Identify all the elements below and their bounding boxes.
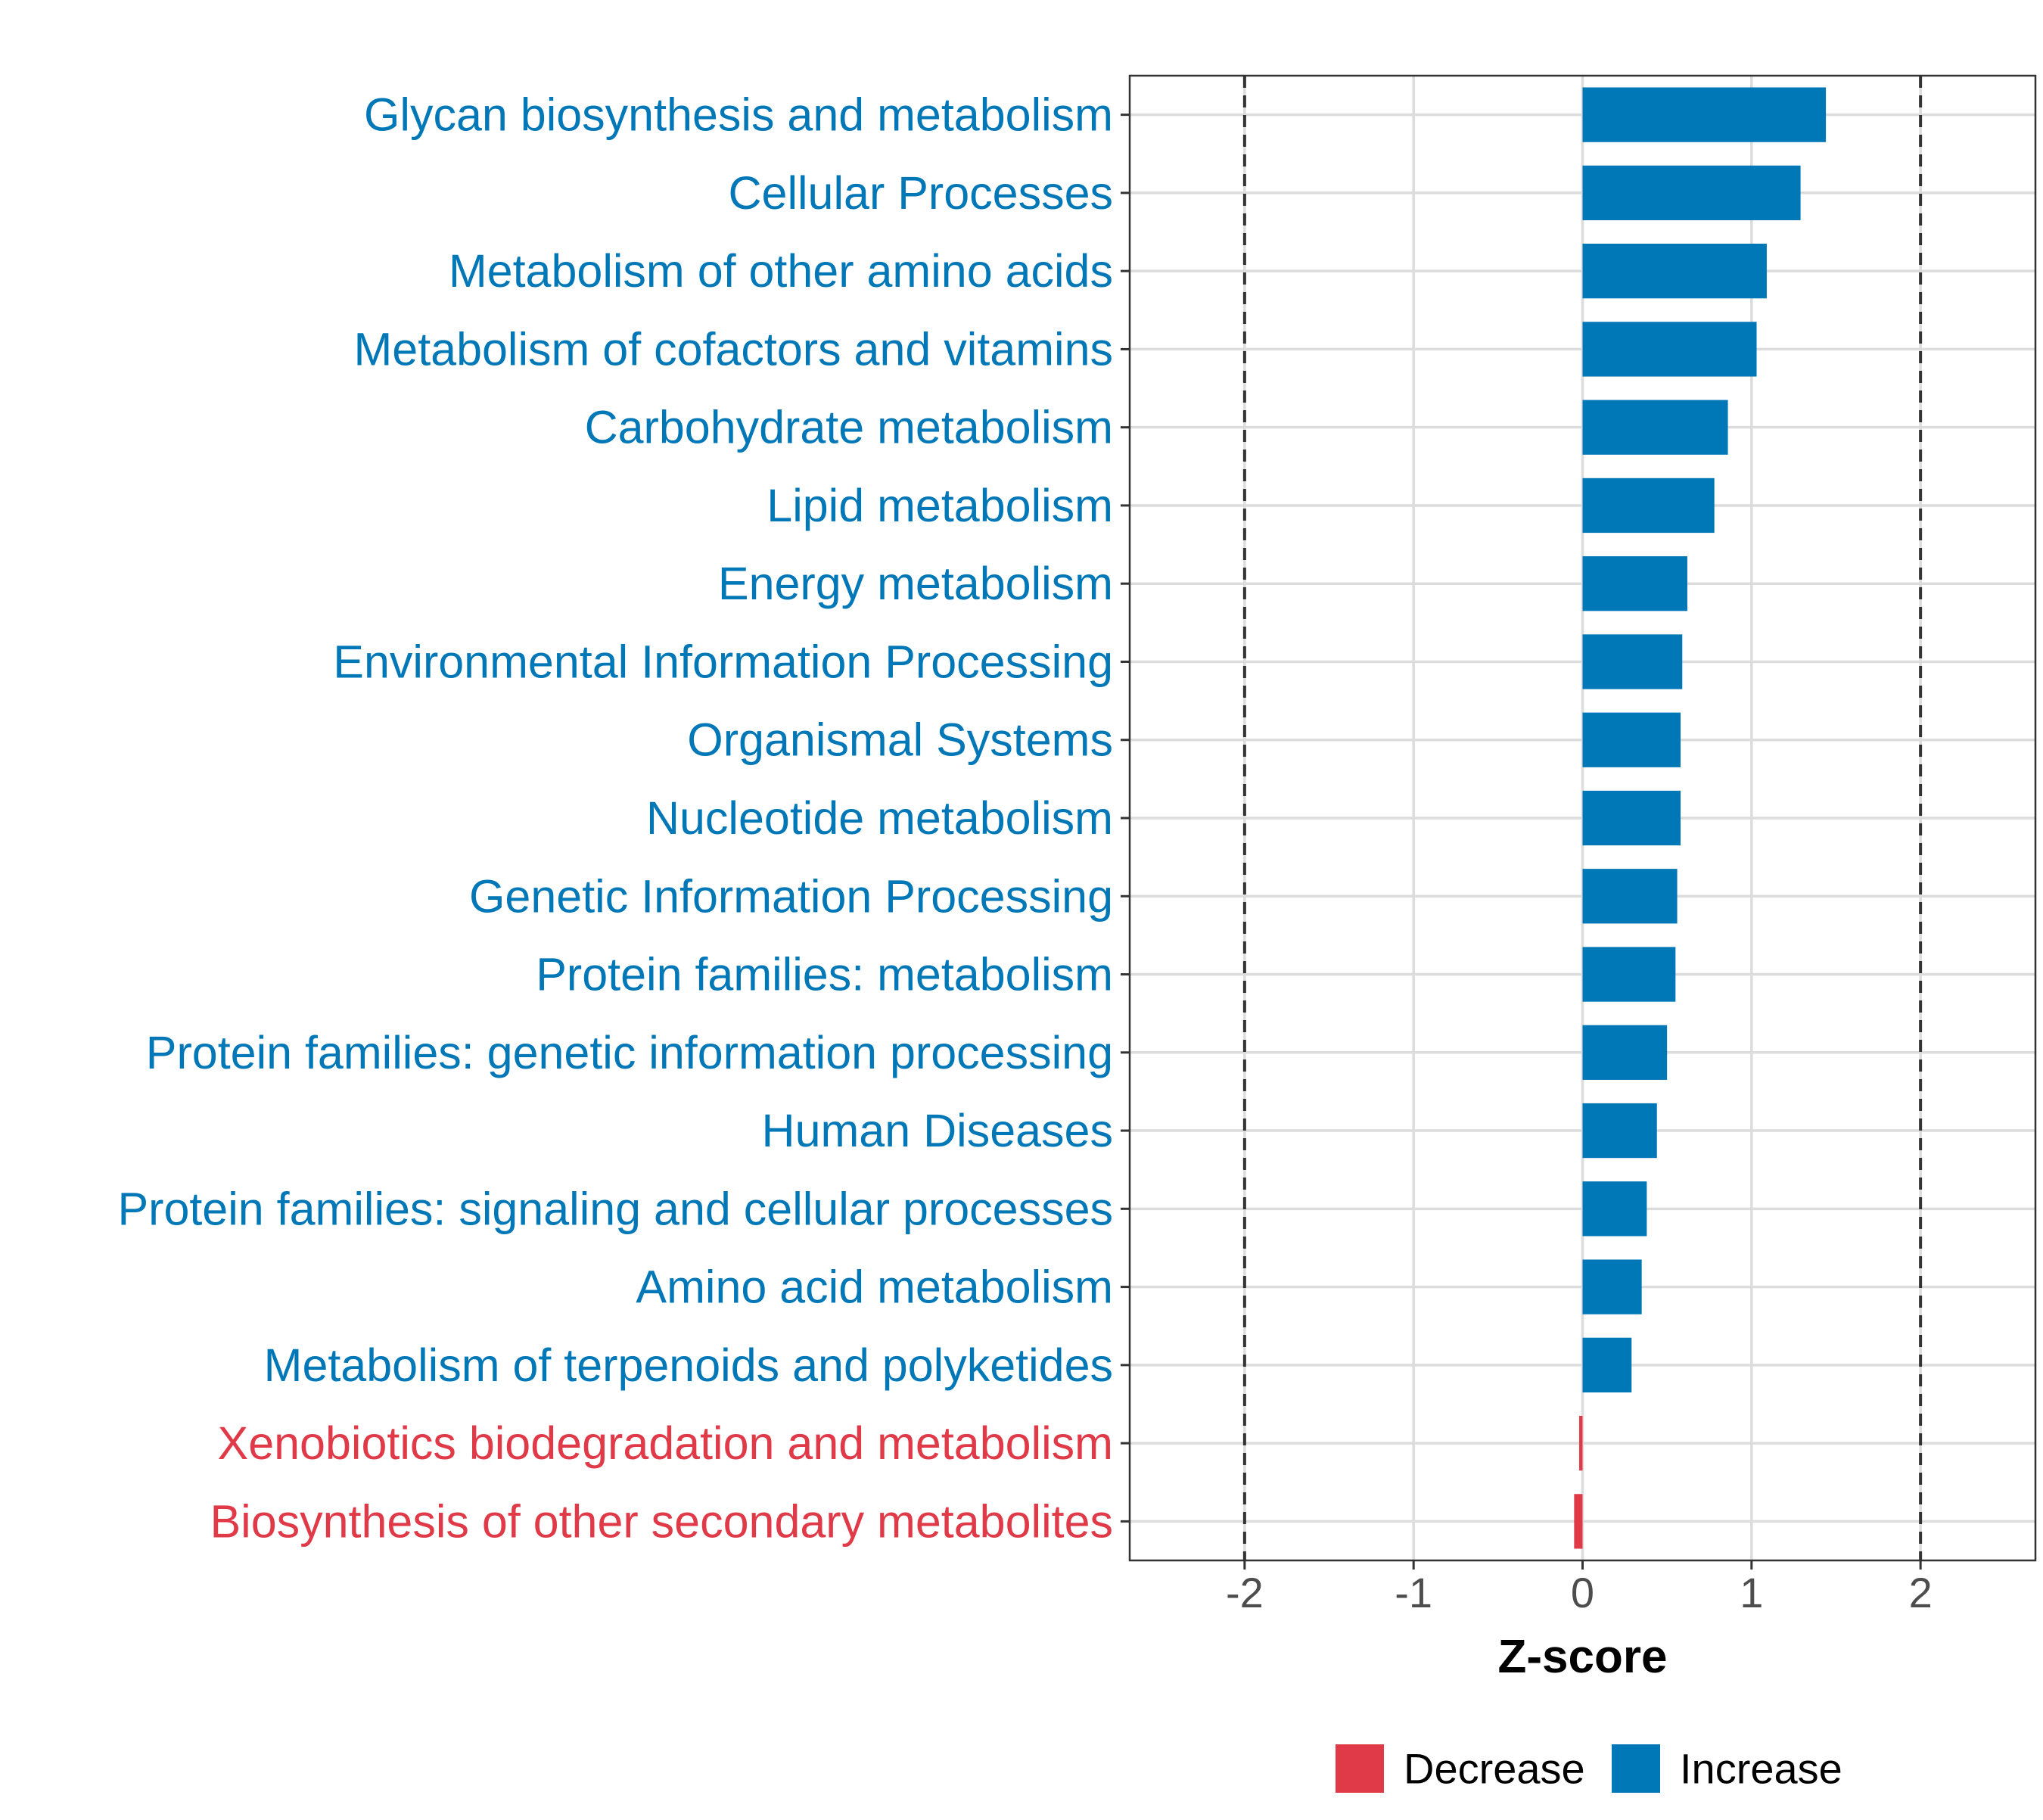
- category-label-11: Protein families: metabolism: [536, 949, 1113, 1000]
- x-tick-label-4: 2: [1909, 1569, 1933, 1616]
- bar-6: [1582, 556, 1687, 611]
- bar-0: [1582, 87, 1827, 142]
- legend-label-decrease: Decrease: [1404, 1745, 1585, 1793]
- category-label-2: Metabolism of other amino acids: [449, 245, 1113, 297]
- x-tick-label-0: -2: [1226, 1569, 1264, 1616]
- category-label-8: Organismal Systems: [687, 714, 1113, 766]
- bar-3: [1582, 322, 1757, 377]
- category-label-1: Cellular Processes: [728, 167, 1113, 219]
- category-labels: Glycan biosynthesis and metabolism Cellul…: [117, 89, 1130, 1547]
- legend-swatch-decrease: [1336, 1744, 1384, 1793]
- category-label-15: Amino acid metabolism: [636, 1262, 1113, 1313]
- category-label-3: Metabolism of cofactors and vitamins: [353, 323, 1113, 375]
- legend-swatch-increase: [1612, 1744, 1660, 1793]
- category-label-7: Environmental Information Processing: [333, 636, 1113, 687]
- bar-12: [1582, 1025, 1668, 1080]
- x-axis-title: Z-score: [1498, 1631, 1668, 1683]
- bar-1: [1582, 165, 1801, 221]
- bars-layer: [1574, 87, 1827, 1549]
- category-label-9: Nucleotide metabolism: [646, 792, 1113, 844]
- bar-17: [1579, 1415, 1583, 1471]
- bar-11: [1582, 947, 1676, 1002]
- bar-16: [1582, 1337, 1632, 1392]
- category-label-10: Genetic Information Processing: [469, 870, 1113, 922]
- bar-5: [1582, 478, 1715, 534]
- category-label-5: Lipid metabolism: [767, 480, 1113, 531]
- category-label-6: Energy metabolism: [718, 558, 1113, 609]
- bar-15: [1582, 1259, 1642, 1314]
- category-label-12: Protein families: genetic information pr…: [146, 1027, 1113, 1078]
- category-label-16: Metabolism of terpenoids and polyketides: [264, 1339, 1113, 1391]
- legend-label-increase: Increase: [1680, 1745, 1842, 1793]
- category-label-17: Xenobiotics biodegradation and metabolis…: [218, 1417, 1113, 1469]
- bar-7: [1582, 634, 1683, 689]
- category-label-18: Biosynthesis of other secondary metaboli…: [210, 1495, 1113, 1547]
- bar-13: [1582, 1103, 1657, 1159]
- bar-9: [1582, 790, 1681, 846]
- bar-10: [1582, 869, 1678, 924]
- bar-8: [1582, 712, 1681, 767]
- legend: Decrease Increase: [1336, 1744, 1842, 1793]
- x-tick-label-1: -1: [1395, 1569, 1432, 1616]
- x-axis-ticks: -2 -1 0 1 2: [1226, 1560, 1933, 1616]
- reference-lines: [1242, 76, 1923, 1560]
- category-label-4: Carbohydrate metabolism: [585, 402, 1113, 453]
- category-label-13: Human Diseases: [762, 1105, 1113, 1156]
- bar-4: [1582, 400, 1728, 455]
- bar-14: [1582, 1181, 1647, 1237]
- category-label-0: Glycan biosynthesis and metabolism: [364, 89, 1113, 141]
- x-tick-label-2: 0: [1571, 1569, 1594, 1616]
- bar-2: [1582, 244, 1767, 299]
- x-tick-label-3: 1: [1740, 1569, 1763, 1616]
- category-label-14: Protein families: signaling and cellular…: [117, 1183, 1113, 1234]
- bar-18: [1574, 1494, 1583, 1549]
